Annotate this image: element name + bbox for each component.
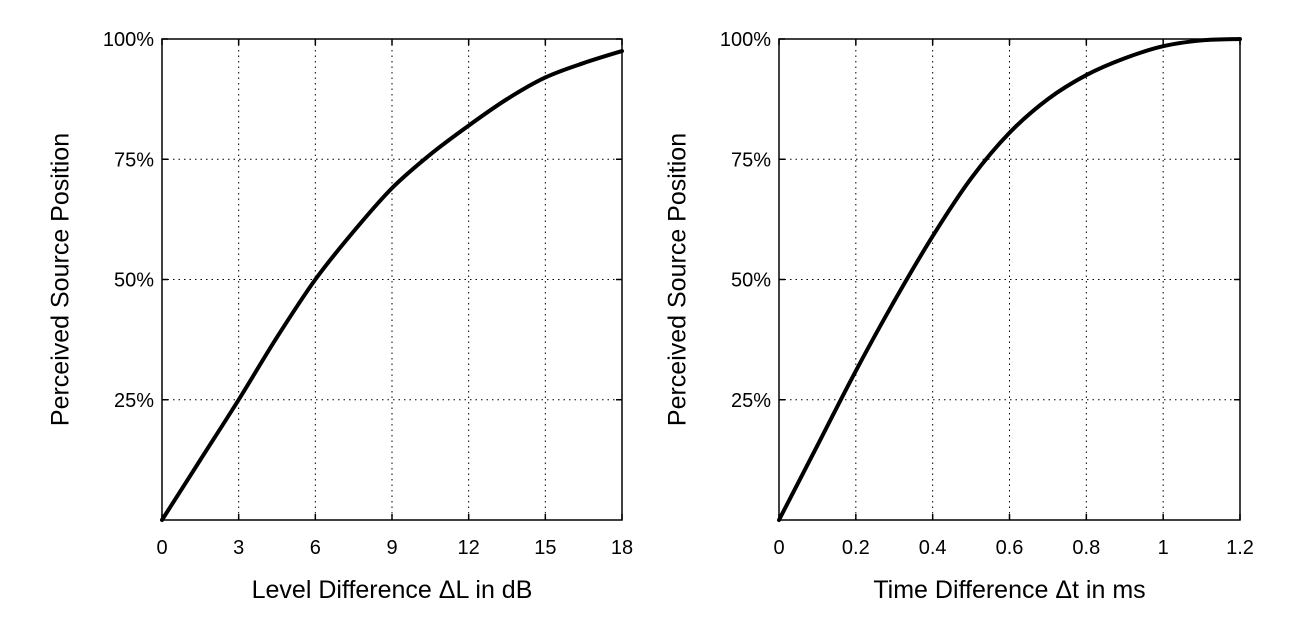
x-axis-label: Time Difference Δt in ms xyxy=(873,576,1145,604)
x-tick-label: 12 xyxy=(458,537,480,559)
x-tick-label: 18 xyxy=(611,537,633,559)
y-tick-label: 100% xyxy=(103,29,154,51)
y-tick-label: 100% xyxy=(720,29,771,51)
x-tick-label: 9 xyxy=(386,537,397,559)
y-axis-label: Perceived Source Position xyxy=(664,133,692,426)
y-tick-label: 75% xyxy=(731,149,771,171)
x-tick-label: 1 xyxy=(1158,537,1169,559)
x-tick-label: 0 xyxy=(156,537,167,559)
x-tick-label: 0 xyxy=(773,537,784,559)
y-axis-label: Perceived Source Position xyxy=(47,133,75,426)
chart-time-difference: 0 0.2 0.4 0.6 0.8 1 1.2 25% 50% 75% 100% Time Diffe… xyxy=(664,29,1254,604)
x-tick-label: 0.2 xyxy=(842,537,870,559)
y-tick-label: 50% xyxy=(114,270,154,292)
chart-level-difference: 0 3 6 9 12 15 18 25% 50% 75% 100% Level Difference … xyxy=(47,29,634,604)
y-tick-label: 25% xyxy=(731,390,771,412)
y-tick-label: 25% xyxy=(114,390,154,412)
x-tick-label: 0.4 xyxy=(919,537,947,559)
series-line xyxy=(777,37,1242,522)
series-line xyxy=(160,49,624,522)
x-axis-label: Level Difference ΔL in dB xyxy=(252,576,533,604)
x-tick-label: 1.2 xyxy=(1226,537,1254,559)
y-tick-label: 75% xyxy=(114,149,154,171)
x-tick-label: 15 xyxy=(534,537,556,559)
x-tick-label: 0.6 xyxy=(996,537,1024,559)
x-tick-label: 6 xyxy=(310,537,321,559)
x-tick-label: 3 xyxy=(233,537,244,559)
y-tick-label: 50% xyxy=(731,270,771,292)
x-tick-label: 0.8 xyxy=(1072,537,1100,559)
